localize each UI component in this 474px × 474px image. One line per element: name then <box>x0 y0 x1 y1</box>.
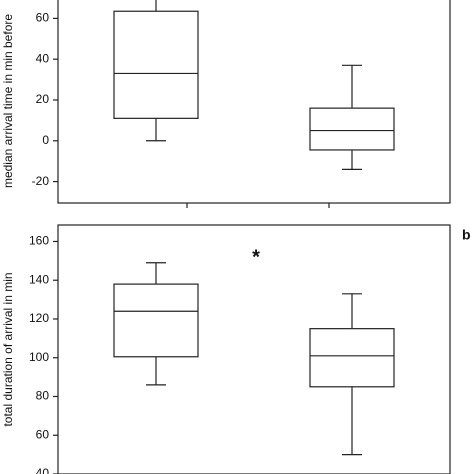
y-axis-label: median arrival time in min before <box>1 14 15 188</box>
y-tick-label: 60 <box>36 427 50 441</box>
y-axis-label: total duration of arrival in min <box>1 272 15 426</box>
box <box>113 10 199 119</box>
y-tick-label: 40 <box>36 51 50 65</box>
box <box>113 283 199 358</box>
y-tick-label: 80 <box>36 389 50 403</box>
y-tick-label: 120 <box>29 311 49 325</box>
plot-area <box>113 262 395 456</box>
y-tick-label: -20 <box>32 174 50 188</box>
box <box>309 107 395 151</box>
annotation: * <box>252 246 260 268</box>
y-tick-label: 60 <box>36 11 50 25</box>
box <box>309 328 395 388</box>
plot-area <box>113 0 395 170</box>
frame <box>57 224 451 474</box>
y-tick-label: 160 <box>29 234 49 248</box>
y-tick-label: 40 <box>36 466 50 474</box>
y-tick-label: 0 <box>42 133 49 147</box>
y-tick-label: 20 <box>36 92 50 106</box>
y-tick-label: 100 <box>29 350 49 364</box>
y-tick-label: 140 <box>29 272 49 286</box>
panel-label: b <box>462 227 471 243</box>
frame <box>57 0 451 204</box>
